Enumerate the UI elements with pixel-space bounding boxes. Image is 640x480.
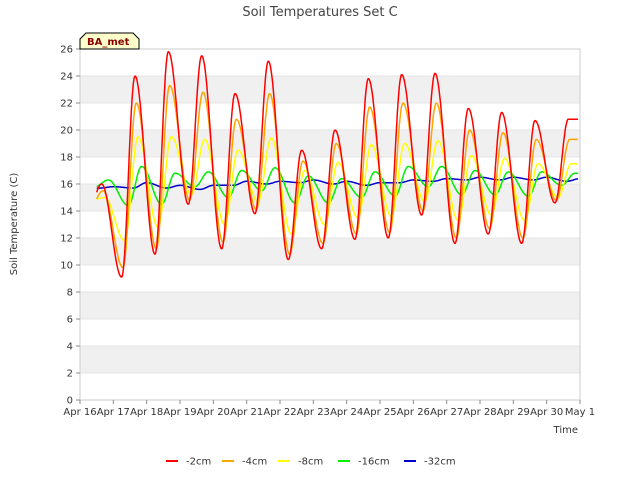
badge-box <box>79 32 140 50</box>
y-tick-label: 22 <box>60 99 73 110</box>
x-tick-label: Apr 29 <box>497 407 530 418</box>
y-tick-label: 6 <box>67 315 73 326</box>
chart-title: Soil Temperatures Set C <box>242 5 397 20</box>
y-tick-label: 18 <box>60 153 73 164</box>
legend-label: -32cm <box>424 457 456 468</box>
x-tick-label: Apr 28 <box>463 407 496 418</box>
series-line-neg-8cm <box>96 136 579 242</box>
x-tick-label: Apr 20 <box>197 407 230 418</box>
y-tick-label: 24 <box>60 72 73 83</box>
series-line-neg-2cm <box>95 51 579 278</box>
x-tick-label: Apr 24 <box>330 407 363 418</box>
x-tick-label: May 1 <box>565 407 595 418</box>
x-tick-label: Apr 16 <box>63 407 96 418</box>
x-tick-label: Apr 22 <box>263 407 296 418</box>
y-axis-label: Soil Temperature (C) <box>9 173 20 276</box>
x-tick-label: Apr 23 <box>297 407 330 418</box>
x-axis-label: Time <box>553 425 578 436</box>
x-tick-label: Apr 30 <box>530 407 563 418</box>
y-tick-label: 10 <box>60 261 73 272</box>
y-tick-label: 26 <box>60 45 73 56</box>
y-tick-label: 4 <box>67 342 73 353</box>
x-tick-label: Apr 25 <box>363 407 396 418</box>
site-badge: BA_met <box>79 32 140 50</box>
grid-band <box>80 238 580 265</box>
x-tick-label: Apr 19 <box>163 407 196 418</box>
legend-label: -4cm <box>242 457 267 468</box>
x-tick-label: Apr 26 <box>397 407 430 418</box>
badge-label: BA_met <box>87 37 130 48</box>
y-tick-label: 8 <box>67 288 73 299</box>
series-layer <box>95 51 579 278</box>
legend-label: -16cm <box>358 457 390 468</box>
x-tick-label: Apr 27 <box>430 407 463 418</box>
x-tick-label: Apr 18 <box>130 407 163 418</box>
legend-label: -2cm <box>186 457 211 468</box>
grid-band <box>80 346 580 373</box>
plot-frame <box>79 48 581 401</box>
x-axis-ticks: Apr 16 Apr 17 Apr 18 Apr 19 Apr 20 Apr 21 Apr … <box>63 400 595 418</box>
y-tick-label: 16 <box>60 180 73 191</box>
y-tick-label: 0 <box>67 396 73 407</box>
legend-label: -8cm <box>298 457 323 468</box>
grid-band <box>80 76 580 103</box>
x-tick-label: Apr 21 <box>230 407 263 418</box>
y-tick-label: 2 <box>67 369 73 380</box>
legend: -2cm -4cm -8cm -16cm -32cm <box>166 457 456 468</box>
x-tick-label: Apr 17 <box>97 407 130 418</box>
grid-band <box>80 292 580 319</box>
y-tick-label: 14 <box>60 207 73 218</box>
plot-border <box>79 48 581 401</box>
y-tick-label: 12 <box>60 234 73 245</box>
y-tick-label: 20 <box>60 126 73 137</box>
